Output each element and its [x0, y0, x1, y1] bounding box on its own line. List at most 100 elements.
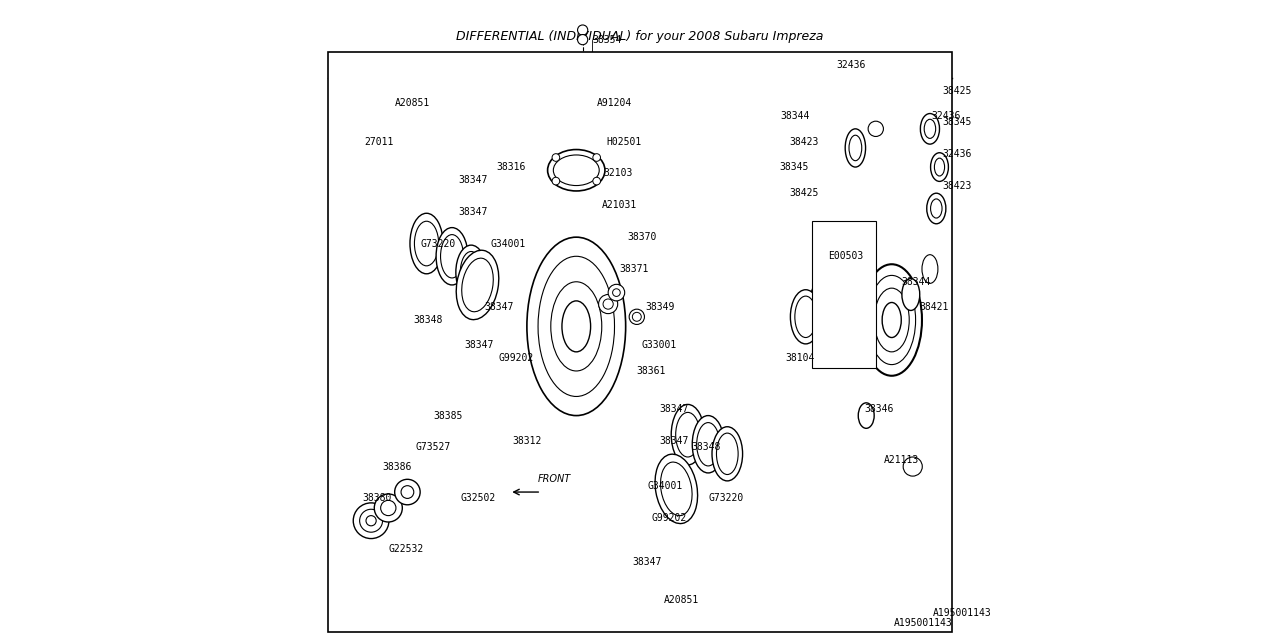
Ellipse shape — [845, 129, 865, 167]
Text: 38344: 38344 — [781, 111, 809, 121]
Text: G99202: G99202 — [498, 353, 534, 364]
Circle shape — [868, 121, 883, 136]
Text: G99202: G99202 — [652, 513, 687, 522]
Ellipse shape — [553, 155, 599, 186]
Text: G34001: G34001 — [490, 239, 526, 248]
Ellipse shape — [927, 193, 946, 224]
Ellipse shape — [832, 275, 856, 320]
Text: H02501: H02501 — [607, 136, 643, 147]
Circle shape — [577, 25, 588, 35]
Text: 38347: 38347 — [659, 436, 689, 446]
Text: 38423: 38423 — [790, 136, 819, 147]
Ellipse shape — [696, 422, 719, 466]
Ellipse shape — [440, 235, 463, 278]
Text: 38370: 38370 — [627, 232, 657, 242]
Ellipse shape — [456, 245, 486, 300]
Circle shape — [374, 494, 402, 522]
Text: G73220: G73220 — [709, 493, 744, 504]
Text: FRONT: FRONT — [538, 474, 571, 484]
Text: A21113: A21113 — [883, 455, 919, 465]
Text: 38348: 38348 — [691, 442, 721, 452]
Ellipse shape — [712, 427, 742, 481]
Ellipse shape — [548, 150, 605, 191]
Circle shape — [577, 35, 588, 45]
Circle shape — [593, 154, 600, 161]
Ellipse shape — [562, 301, 590, 352]
Circle shape — [552, 154, 559, 161]
Ellipse shape — [868, 275, 915, 365]
Text: 38104: 38104 — [786, 353, 814, 364]
Text: 38385: 38385 — [433, 411, 462, 420]
Text: 38425: 38425 — [790, 188, 819, 198]
Text: 32103: 32103 — [603, 168, 632, 179]
Text: G34001: G34001 — [648, 481, 684, 491]
Circle shape — [904, 457, 923, 476]
Ellipse shape — [676, 412, 700, 457]
Text: 38349: 38349 — [645, 302, 675, 312]
Ellipse shape — [882, 303, 901, 337]
Circle shape — [632, 312, 641, 321]
Ellipse shape — [859, 403, 874, 428]
Ellipse shape — [861, 264, 922, 376]
Ellipse shape — [655, 454, 698, 524]
Text: 38312: 38312 — [512, 436, 541, 446]
Circle shape — [603, 299, 613, 309]
Circle shape — [630, 309, 644, 324]
Circle shape — [599, 294, 618, 314]
Circle shape — [613, 289, 621, 296]
Text: 38347: 38347 — [458, 175, 488, 185]
Ellipse shape — [671, 404, 704, 465]
Text: 38423: 38423 — [942, 181, 972, 191]
Text: 38421: 38421 — [919, 302, 948, 312]
Text: 32436: 32436 — [932, 111, 961, 121]
Circle shape — [360, 509, 383, 532]
Text: 38361: 38361 — [637, 366, 666, 376]
Text: 38380: 38380 — [362, 493, 392, 504]
Ellipse shape — [874, 288, 909, 352]
Text: 38346: 38346 — [864, 404, 893, 414]
Ellipse shape — [934, 158, 945, 176]
Text: 38347: 38347 — [458, 207, 488, 217]
Text: E00503: E00503 — [828, 252, 863, 261]
Text: 38371: 38371 — [620, 264, 649, 274]
Text: 38347: 38347 — [659, 404, 689, 414]
Text: 38345: 38345 — [942, 118, 972, 127]
Ellipse shape — [692, 415, 724, 473]
Circle shape — [353, 503, 389, 539]
Text: 38354: 38354 — [593, 35, 622, 45]
Ellipse shape — [795, 296, 817, 337]
Ellipse shape — [827, 268, 860, 328]
Text: G73220: G73220 — [420, 239, 456, 248]
Text: A21031: A21031 — [602, 200, 637, 211]
Circle shape — [401, 486, 413, 499]
Ellipse shape — [809, 278, 841, 336]
Text: G33001: G33001 — [641, 340, 677, 351]
Text: A20851: A20851 — [394, 99, 430, 108]
Circle shape — [608, 284, 625, 301]
Ellipse shape — [924, 119, 936, 138]
Ellipse shape — [538, 256, 614, 396]
Ellipse shape — [462, 258, 493, 312]
Circle shape — [366, 516, 376, 526]
Text: A91204: A91204 — [596, 99, 632, 108]
Ellipse shape — [931, 153, 948, 181]
Text: G73527: G73527 — [416, 442, 451, 452]
Text: DIFFERENTIAL (INDIVIDUAL) for your 2008 Subaru Impreza: DIFFERENTIAL (INDIVIDUAL) for your 2008 … — [456, 30, 824, 43]
Circle shape — [552, 177, 559, 185]
Ellipse shape — [527, 237, 626, 415]
Text: 38386: 38386 — [381, 461, 411, 472]
Ellipse shape — [790, 290, 820, 344]
Text: 38344: 38344 — [901, 276, 931, 287]
Ellipse shape — [415, 221, 439, 266]
Ellipse shape — [931, 199, 942, 218]
Text: 27011: 27011 — [365, 136, 394, 147]
Text: A20851: A20851 — [664, 595, 699, 605]
Text: 38347: 38347 — [484, 302, 513, 312]
Ellipse shape — [436, 228, 468, 285]
Text: 38347: 38347 — [465, 340, 494, 351]
Ellipse shape — [717, 433, 739, 474]
Circle shape — [380, 500, 396, 516]
Text: 32436: 32436 — [836, 60, 865, 70]
Ellipse shape — [660, 462, 692, 516]
FancyBboxPatch shape — [488, 180, 666, 473]
